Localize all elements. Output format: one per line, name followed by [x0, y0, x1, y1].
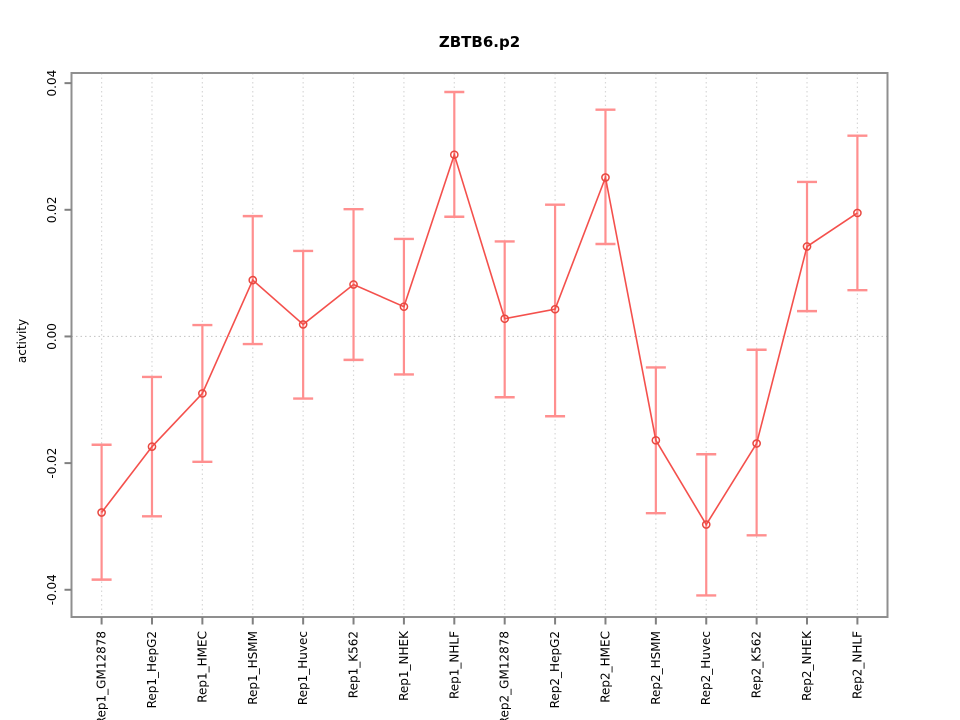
- chart-title: ZBTB6.p2: [439, 33, 520, 51]
- x-tick-label: Rep2_HepG2: [548, 631, 562, 708]
- data-point: [500, 314, 510, 324]
- data-point: [147, 442, 157, 451]
- x-tick-label: Rep1_Huvec: [296, 631, 310, 705]
- data-point: [853, 208, 862, 218]
- error-bars-layer: [91, 90, 868, 597]
- x-tick-label: Rep2_NHLF: [850, 631, 864, 699]
- x-tick-label: Rep2_GM12878: [498, 631, 512, 720]
- data-point: [399, 302, 409, 312]
- data-point: [802, 242, 812, 251]
- data-point: [349, 280, 358, 289]
- series-layer: [100, 152, 858, 527]
- x-tick-label: Rep1_HMEC: [195, 631, 209, 703]
- data-point: [601, 173, 610, 182]
- x-tick-label: Rep1_GM12878: [95, 631, 109, 720]
- data-point: [97, 508, 106, 517]
- x-tick-label: Rep2_HMEC: [598, 631, 612, 703]
- y-tick-label: -0.04: [45, 574, 59, 605]
- x-tick-label: Rep2_NHEK: [800, 630, 814, 701]
- data-point: [198, 389, 207, 398]
- data-point: [651, 435, 661, 445]
- plot-frame: [70, 72, 889, 618]
- y-tick-label: 0.00: [45, 323, 59, 350]
- y-tick-label: -0.02: [45, 448, 59, 479]
- y-tick-label: 0.04: [45, 70, 59, 97]
- x-tick-label: Rep1_K562: [347, 631, 361, 698]
- x-tick-label: Rep1_HepG2: [145, 631, 159, 708]
- y-tick-label: 0.02: [45, 196, 59, 223]
- data-point: [701, 520, 711, 529]
- y-axis-title: activity: [15, 319, 29, 363]
- data-point: [298, 320, 308, 329]
- x-tick-label: Rep2_HSMM: [649, 631, 663, 705]
- x-tick-label: Rep1_HSMM: [246, 631, 260, 705]
- series-line: [100, 152, 858, 527]
- x-tick-label: Rep1_NHLF: [447, 631, 461, 699]
- data-point: [550, 304, 560, 314]
- data-point: [248, 275, 258, 285]
- data-point: [752, 439, 761, 448]
- x-tick-label: Rep2_Huvec: [699, 631, 713, 705]
- x-tick-label: Rep2_K562: [750, 631, 764, 698]
- points-layer: [97, 150, 862, 529]
- x-tick-label: Rep1_NHEK: [397, 630, 411, 701]
- axes-layer: 0.04 0.02 0.00 -0.02 -0.04 Rep1_GM12878 Rep1_H…: [45, 70, 889, 720]
- data-point: [449, 150, 459, 160]
